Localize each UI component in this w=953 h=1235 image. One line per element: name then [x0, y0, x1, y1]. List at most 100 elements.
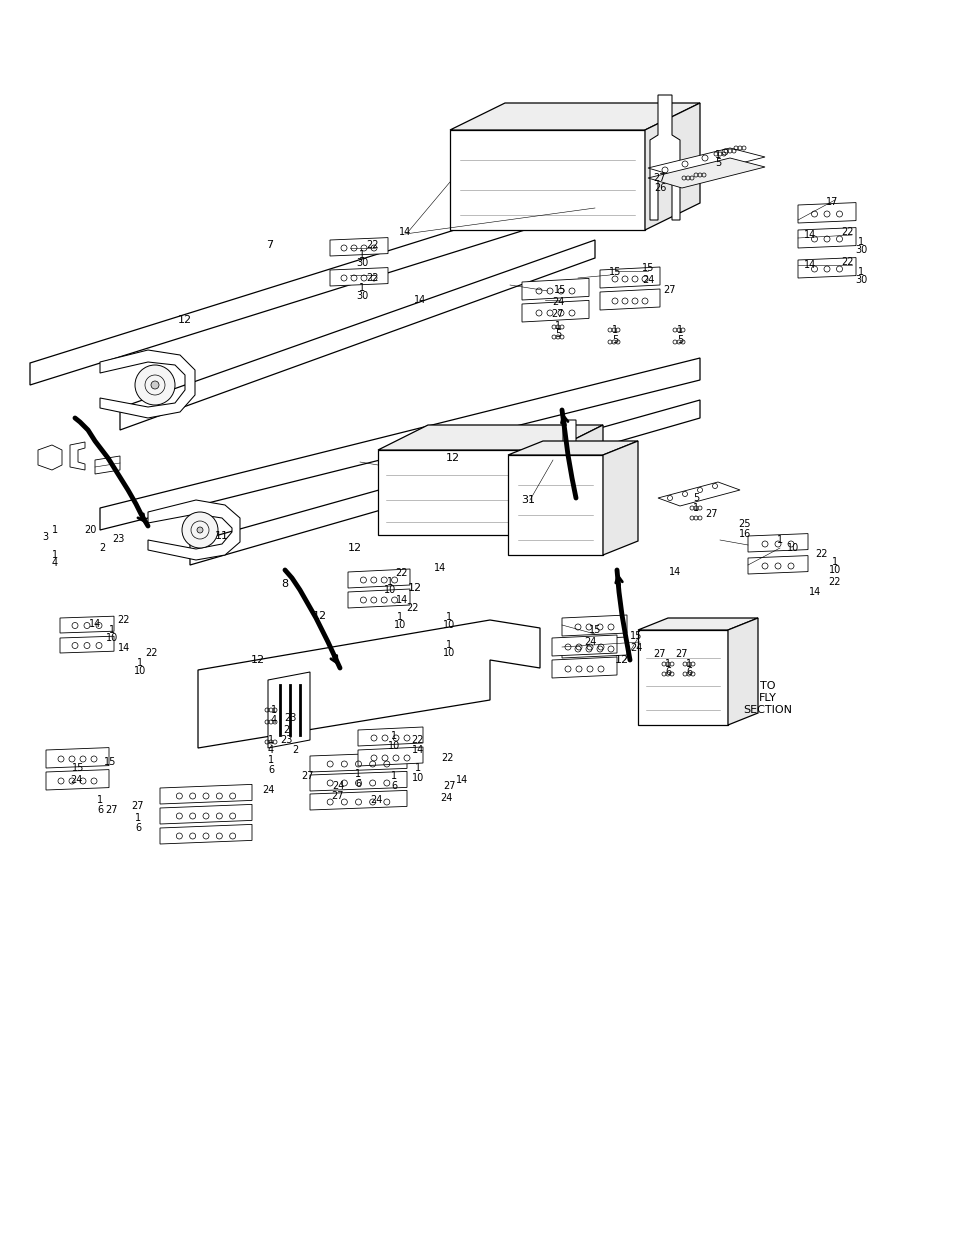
- Text: 22: 22: [841, 227, 853, 237]
- Text: 14: 14: [668, 567, 680, 577]
- Text: 1: 1: [415, 763, 420, 773]
- Text: SECTION: SECTION: [742, 705, 792, 715]
- Text: 6: 6: [685, 667, 691, 677]
- Polygon shape: [638, 630, 727, 725]
- Text: 4: 4: [271, 715, 276, 725]
- Text: 1: 1: [97, 795, 103, 805]
- Text: 16: 16: [739, 529, 750, 538]
- Text: 1: 1: [857, 267, 863, 277]
- Text: 14: 14: [803, 261, 815, 270]
- Polygon shape: [46, 769, 109, 790]
- Polygon shape: [747, 534, 807, 552]
- Polygon shape: [552, 657, 617, 678]
- Text: 1: 1: [776, 535, 782, 545]
- Text: 6: 6: [97, 805, 103, 815]
- Text: 1: 1: [692, 503, 699, 513]
- Polygon shape: [602, 441, 638, 555]
- Text: 15: 15: [641, 263, 654, 273]
- Text: 1: 1: [391, 731, 396, 741]
- Polygon shape: [747, 556, 807, 574]
- Text: 10: 10: [106, 634, 118, 643]
- Text: 11: 11: [214, 531, 229, 541]
- Text: 26: 26: [653, 183, 665, 193]
- Text: TO: TO: [760, 680, 775, 692]
- Text: 1: 1: [611, 325, 618, 335]
- Text: 10: 10: [786, 543, 799, 553]
- Polygon shape: [647, 148, 764, 178]
- Polygon shape: [268, 672, 310, 748]
- Polygon shape: [644, 103, 700, 230]
- Text: 12: 12: [313, 611, 327, 621]
- Text: 1: 1: [555, 321, 560, 331]
- Polygon shape: [649, 95, 679, 220]
- Text: 14: 14: [434, 563, 446, 573]
- Text: 10: 10: [388, 741, 399, 751]
- Polygon shape: [38, 445, 62, 471]
- Text: 5: 5: [692, 493, 699, 503]
- Text: 25: 25: [738, 519, 750, 529]
- Text: 14: 14: [414, 295, 426, 305]
- Text: 7: 7: [266, 240, 274, 249]
- Text: 5: 5: [611, 335, 618, 345]
- Text: 15: 15: [104, 757, 116, 767]
- Text: 12: 12: [615, 655, 628, 664]
- Text: 1: 1: [685, 659, 691, 669]
- Circle shape: [135, 366, 174, 405]
- Text: 5: 5: [714, 158, 720, 168]
- Text: 24: 24: [583, 637, 596, 647]
- Text: 22: 22: [841, 257, 853, 267]
- Text: 22: 22: [395, 568, 408, 578]
- Text: 10: 10: [383, 585, 395, 595]
- Text: 24: 24: [370, 795, 382, 805]
- Text: 23: 23: [279, 735, 292, 745]
- Text: 15: 15: [588, 625, 600, 635]
- Text: 14: 14: [803, 230, 815, 240]
- Polygon shape: [46, 747, 109, 768]
- Text: 10: 10: [442, 620, 455, 630]
- Polygon shape: [330, 237, 388, 256]
- Polygon shape: [521, 278, 588, 300]
- Polygon shape: [330, 268, 388, 287]
- Polygon shape: [30, 186, 595, 385]
- Text: 24: 24: [629, 643, 641, 653]
- Text: 1: 1: [51, 525, 58, 535]
- Polygon shape: [357, 747, 422, 766]
- Polygon shape: [190, 400, 700, 564]
- Text: 23: 23: [112, 534, 124, 543]
- Text: 1: 1: [714, 149, 720, 161]
- Text: 24: 24: [261, 785, 274, 795]
- Text: 24: 24: [439, 793, 452, 803]
- Text: 12: 12: [445, 453, 459, 463]
- Polygon shape: [357, 727, 422, 746]
- Polygon shape: [561, 615, 626, 636]
- Polygon shape: [100, 358, 700, 530]
- Polygon shape: [160, 825, 252, 844]
- Text: 27: 27: [106, 805, 118, 815]
- Text: 30: 30: [854, 275, 866, 285]
- Polygon shape: [797, 227, 855, 248]
- Polygon shape: [95, 456, 120, 474]
- Text: 1: 1: [109, 625, 115, 635]
- Text: 27: 27: [663, 285, 676, 295]
- Text: 12: 12: [408, 583, 421, 593]
- Text: 15: 15: [71, 763, 84, 773]
- Polygon shape: [348, 589, 410, 608]
- Text: 1: 1: [396, 613, 402, 622]
- Text: 1: 1: [445, 640, 452, 650]
- Polygon shape: [638, 618, 758, 630]
- Polygon shape: [100, 350, 194, 417]
- Text: 1: 1: [677, 325, 682, 335]
- Polygon shape: [507, 454, 602, 555]
- Text: 22: 22: [815, 550, 827, 559]
- Text: 30: 30: [854, 245, 866, 254]
- Circle shape: [196, 527, 203, 534]
- Text: 1: 1: [445, 613, 452, 622]
- Text: 24: 24: [641, 275, 654, 285]
- Text: 14: 14: [412, 745, 424, 755]
- Text: 1: 1: [391, 771, 396, 781]
- Text: 31: 31: [520, 495, 535, 505]
- Polygon shape: [507, 441, 638, 454]
- Polygon shape: [377, 450, 553, 535]
- Text: 6: 6: [664, 667, 670, 677]
- Text: 1: 1: [268, 735, 274, 745]
